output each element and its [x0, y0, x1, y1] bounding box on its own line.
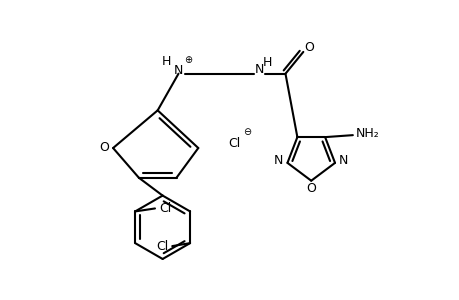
Text: H: H: [162, 55, 171, 68]
Text: N: N: [254, 63, 264, 76]
Text: N: N: [273, 154, 283, 167]
Text: O: O: [306, 182, 315, 195]
Text: O: O: [99, 140, 109, 154]
Text: H: H: [263, 56, 272, 69]
Text: N: N: [174, 64, 183, 77]
Text: ⊕: ⊕: [184, 55, 192, 65]
Text: Cl: Cl: [227, 136, 240, 150]
Text: NH₂: NH₂: [355, 127, 379, 140]
Text: ⊖: ⊖: [242, 127, 250, 137]
Text: Cl: Cl: [158, 202, 171, 215]
Text: Cl: Cl: [156, 240, 168, 253]
Text: N: N: [338, 154, 348, 167]
Text: O: O: [304, 41, 313, 55]
